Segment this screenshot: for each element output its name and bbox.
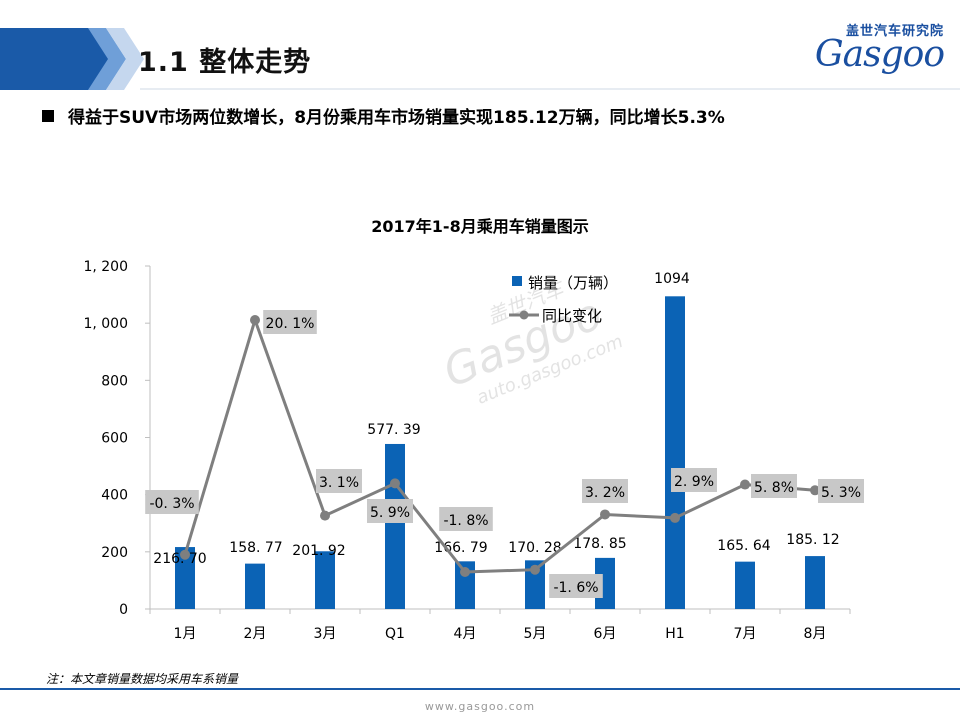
legend-line-label: 同比变化 — [542, 307, 602, 325]
yoy-point — [670, 512, 680, 523]
bar — [245, 563, 265, 609]
bar-value-label: 216. 70 — [153, 551, 206, 567]
footer-divider — [0, 688, 960, 690]
yoy-value-label: 5. 8% — [754, 480, 794, 496]
yoy-value-label: 5. 3% — [821, 485, 861, 501]
y-tick-label: 1, 200 — [83, 259, 128, 275]
bar-value-label: 170. 28 — [508, 540, 561, 556]
bar — [665, 296, 685, 609]
x-tick-label: H1 — [665, 626, 684, 642]
bar — [525, 560, 545, 609]
bar — [805, 556, 825, 609]
gasgoo-logo: 盖世汽车研究院 Gasgoo — [800, 18, 950, 80]
yoy-label-box — [145, 490, 199, 514]
yoy-value-label: -1. 8% — [443, 513, 488, 529]
bar-value-label: 158. 77 — [229, 540, 282, 556]
logo-cn-text: 盖世汽车研究院 — [845, 24, 944, 39]
yoy-line — [183, 315, 816, 574]
bullet-square-icon — [42, 110, 54, 122]
yoy-label-box — [367, 499, 413, 523]
legend-bar-label: 销量（万辆） — [528, 274, 618, 292]
yoy-label-box — [439, 507, 493, 531]
yoy-value-label: -1. 6% — [553, 580, 598, 596]
yoy-label-box — [671, 468, 717, 492]
yoy-value-label: 5. 9% — [370, 505, 410, 521]
yoy-label-box — [316, 469, 362, 493]
chart-title: 2017年1-8月乘用车销量图示 — [371, 217, 588, 236]
y-tick-label: 200 — [101, 545, 128, 561]
y-tick-label: 400 — [101, 488, 128, 504]
logo-en-text: Gasgoo — [814, 34, 945, 75]
x-tick-label: 6月 — [594, 626, 617, 642]
yoy-label-box — [263, 310, 317, 334]
yoy-point — [460, 567, 470, 577]
bar-value-label: 201. 92 — [292, 543, 345, 559]
bar-value-label: 185. 12 — [786, 532, 839, 548]
x-tick-label: 4月 — [454, 626, 477, 642]
x-tick-label: 8月 — [804, 626, 827, 642]
yoy-label-box — [582, 479, 628, 503]
yoy-label-box — [549, 574, 603, 598]
bar-value-label: 577. 39 — [367, 422, 420, 438]
yoy-value-label: 3. 2% — [585, 485, 625, 501]
legend-line-marker — [519, 310, 529, 320]
yoy-point — [530, 564, 540, 575]
yoy-value-label: 2. 9% — [674, 474, 714, 490]
yoy-label-box — [818, 479, 864, 503]
summary-text: 得益于SUV市场两位数增长，8月份乘用车市场销量实现185.12万辆，同比增长5… — [68, 108, 725, 128]
y-tick-label: 0 — [119, 602, 128, 618]
summary-bullet: 得益于SUV市场两位数增长，8月份乘用车市场销量实现185.12万辆，同比增长5… — [42, 103, 725, 128]
yoy-point — [180, 549, 190, 560]
yoy-point — [740, 479, 750, 490]
yoy-point — [600, 509, 610, 520]
yoy-point — [250, 315, 260, 325]
x-tick-label: 3月 — [314, 626, 337, 642]
x-tick-label: 7月 — [734, 626, 757, 642]
section-title: 1.1 整体走势 — [138, 47, 312, 78]
yoy-point — [390, 478, 400, 489]
legend-bar-swatch — [512, 276, 522, 286]
y-tick-label: 600 — [101, 431, 128, 447]
x-tick-label: 2月 — [244, 626, 267, 642]
x-tick-label: Q1 — [385, 626, 405, 642]
yoy-value-label: -0. 3% — [149, 496, 194, 512]
yoy-point — [320, 510, 330, 521]
bar-value-label: 165. 64 — [717, 538, 771, 554]
bar-value-label: 1094 — [654, 271, 690, 287]
yoy-point — [810, 485, 820, 496]
section-banner — [0, 28, 960, 90]
bar — [315, 551, 335, 609]
bar-value-label: 178. 85 — [573, 536, 626, 552]
footer-url: www.gasgoo.com — [424, 700, 536, 713]
yoy-value-label: 3. 1% — [319, 475, 359, 491]
yoy-value-label: 20. 1% — [266, 316, 315, 332]
y-tick-label: 1, 000 — [83, 316, 128, 332]
yoy-label-box — [751, 474, 797, 498]
x-tick-label: 1月 — [174, 626, 197, 642]
x-tick-label: 5月 — [524, 626, 547, 642]
bar — [175, 547, 195, 609]
bar — [385, 443, 405, 609]
y-tick-label: 800 — [101, 373, 128, 389]
bar — [735, 561, 755, 609]
footnote: 注：本文章销量数据均采用车系销量 — [46, 672, 239, 686]
